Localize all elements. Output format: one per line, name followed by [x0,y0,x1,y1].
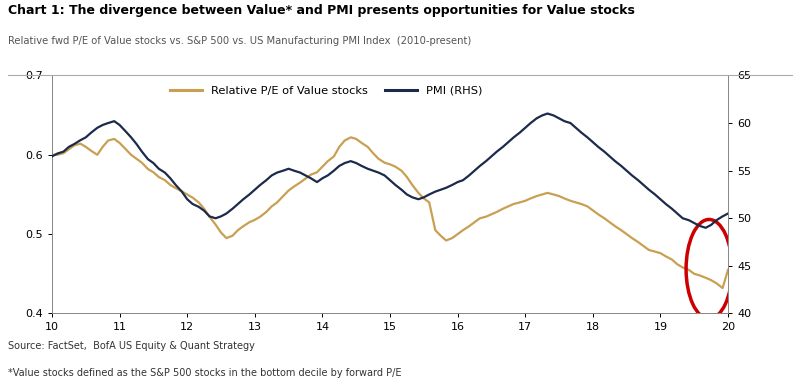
Legend: Relative P/E of Value stocks, PMI (RHS): Relative P/E of Value stocks, PMI (RHS) [166,81,487,100]
Text: Source: FactSet,  BofA US Equity & Quant Strategy: Source: FactSet, BofA US Equity & Quant … [8,341,255,351]
Text: Chart 1: The divergence between Value* and PMI presents opportunities for Value : Chart 1: The divergence between Value* a… [8,4,635,17]
Text: Relative fwd P/E of Value stocks vs. S&P 500 vs. US Manufacturing PMI Index  (20: Relative fwd P/E of Value stocks vs. S&P… [8,36,471,46]
Text: *Value stocks defined as the S&P 500 stocks in the bottom decile by forward P/E: *Value stocks defined as the S&P 500 sto… [8,368,402,378]
